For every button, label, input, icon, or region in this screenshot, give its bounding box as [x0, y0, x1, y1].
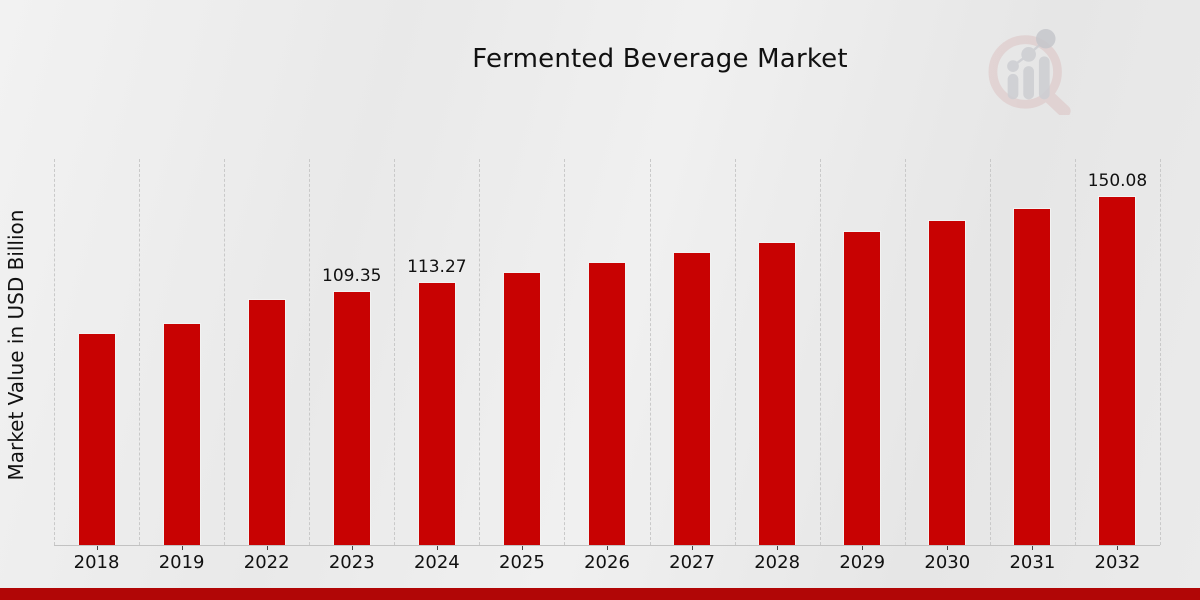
gridline	[564, 159, 566, 545]
bar-value-label-2032: 150.08	[1087, 171, 1148, 191]
x-label-2026: 2026	[584, 552, 630, 573]
x-label-2025: 2025	[499, 552, 545, 573]
x-tick	[351, 546, 353, 550]
x-tick	[692, 546, 694, 550]
x-label-2032: 2032	[1094, 552, 1141, 573]
gridline	[649, 159, 651, 545]
bar-2024	[417, 282, 456, 545]
x-tick	[777, 546, 779, 550]
gridline	[819, 159, 821, 545]
bar-2030	[928, 220, 967, 545]
x-tick	[266, 546, 268, 550]
logo-growth-bars-icon	[1007, 28, 1056, 100]
bar-2022	[247, 299, 286, 545]
x-label-2030: 2030	[924, 552, 971, 573]
x-tick	[862, 546, 864, 550]
gridline	[54, 159, 55, 545]
x-tick	[1032, 546, 1034, 550]
bar-2027	[673, 252, 712, 545]
gridline	[224, 159, 226, 545]
bar-2025	[502, 272, 541, 545]
bar-2029	[843, 231, 882, 545]
gridline	[479, 159, 481, 545]
x-label-2024: 2024	[413, 552, 460, 573]
x-label-2028: 2028	[754, 552, 801, 573]
gridline	[1160, 159, 1161, 545]
x-label-2029: 2029	[839, 552, 886, 573]
chart-title: Fermented Beverage Market	[472, 44, 848, 74]
x-tick	[96, 546, 98, 550]
bar-2026	[588, 262, 626, 545]
x-tick	[436, 546, 438, 550]
y-axis-label: Market Value in USD Billion	[4, 209, 28, 481]
bottom-accent-bar	[0, 588, 1200, 600]
magnifier-bar-chart-logo	[988, 28, 1071, 115]
gridline	[309, 159, 311, 545]
gridline	[904, 159, 906, 545]
gridline	[1074, 159, 1076, 545]
x-tick	[947, 546, 949, 550]
bar-2019	[162, 323, 201, 545]
x-label-2027: 2027	[669, 552, 715, 573]
bar-2018	[77, 333, 116, 545]
bar-2031	[1013, 208, 1052, 545]
x-label-2023: 2023	[328, 552, 375, 573]
bar-value-label-2024: 113.27	[407, 257, 467, 277]
gridline	[139, 159, 141, 545]
x-tick	[181, 546, 183, 550]
bar-2028	[758, 242, 797, 545]
bar-2032	[1098, 196, 1137, 545]
x-label-2031: 2031	[1009, 552, 1056, 573]
gridline	[734, 159, 736, 545]
plot-area: 109.35 113.27 150.08	[54, 159, 1161, 546]
magnifier-handle-icon	[1042, 90, 1071, 115]
x-tick	[607, 546, 608, 550]
x-label-2022: 2022	[243, 552, 290, 573]
x-tick	[521, 546, 523, 550]
x-tick	[1117, 546, 1119, 550]
gridline	[989, 159, 991, 545]
gridline	[394, 159, 396, 545]
bar-2023	[332, 291, 371, 545]
magnifier-ring-icon	[988, 35, 1062, 109]
bar-value-label-2023: 109.35	[322, 266, 382, 286]
x-label-2019: 2019	[158, 552, 205, 573]
x-label-2018: 2018	[73, 552, 120, 573]
